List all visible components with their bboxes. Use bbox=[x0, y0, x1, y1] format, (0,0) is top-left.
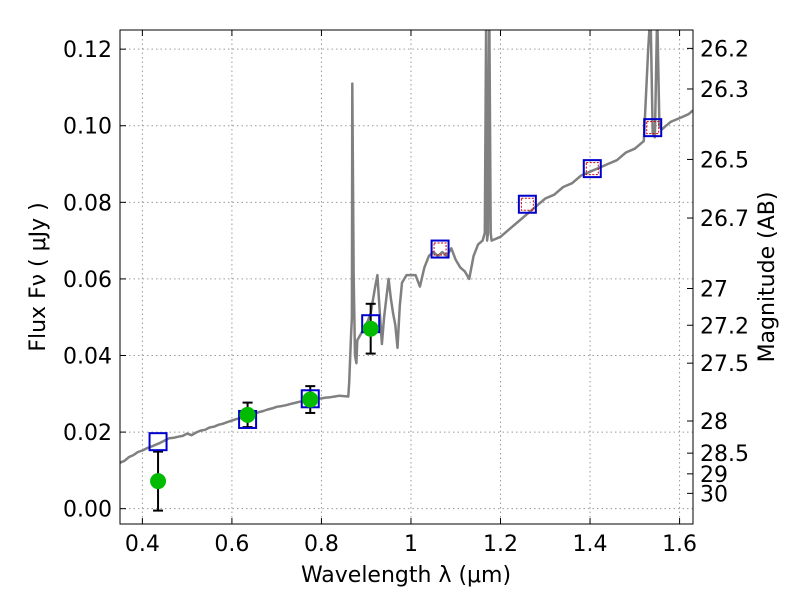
model-photometry-marker bbox=[517, 194, 537, 214]
y-tick-label: 0.10 bbox=[63, 115, 112, 140]
y-tick-label: 0.06 bbox=[63, 268, 112, 293]
y-tick-label: 0.02 bbox=[63, 421, 112, 446]
magnitude-tick-label: 29 bbox=[700, 463, 728, 488]
x-tick-label: 1.2 bbox=[483, 532, 518, 557]
magnitude-tick-label: 27.5 bbox=[700, 352, 749, 377]
x-tick-label: 0.8 bbox=[304, 532, 339, 557]
magnitude-tick-label: 26.5 bbox=[700, 148, 749, 173]
observed-flux-point bbox=[239, 406, 256, 423]
magnitude-tick-label: 27.2 bbox=[700, 314, 749, 339]
y-axis-label: Flux Fν ( μJy ) bbox=[26, 202, 51, 351]
magnitude-tick-label: 28 bbox=[700, 410, 728, 435]
y-tick-label: 0.12 bbox=[63, 38, 112, 63]
model-photometry-marker bbox=[430, 239, 450, 259]
observed-flux-point bbox=[150, 473, 167, 490]
y-tick-label: 0.00 bbox=[63, 498, 112, 523]
x-tick-label: 0.4 bbox=[125, 532, 160, 557]
y2-axis-label: Magnitude (AB) bbox=[755, 192, 780, 363]
y-tick-label: 0.04 bbox=[63, 345, 112, 370]
tick-labels: 0.4 0.6 0.8 1 1.2 1.4 1.6 0.00 0.02 0.04 0.06 0.08 0… bbox=[63, 37, 749, 557]
model-spectrum-line bbox=[120, 30, 693, 464]
magnitude-tick-label: 26.3 bbox=[700, 78, 749, 103]
plot-frame bbox=[119, 29, 694, 525]
upper-limit-marker bbox=[585, 162, 599, 176]
x-tick-label: 0.6 bbox=[214, 532, 249, 557]
magnitude-tick-label: 26.7 bbox=[700, 207, 749, 232]
model-photometry-marker bbox=[582, 159, 602, 179]
magnitude-tick-label: 30 bbox=[700, 482, 728, 507]
ticks bbox=[120, 30, 693, 524]
x-tick-label: 1.6 bbox=[662, 532, 697, 557]
upper-limit-marker bbox=[433, 242, 447, 256]
magnitude-tick-label: 26.2 bbox=[700, 37, 749, 62]
model-photometry-marker bbox=[643, 118, 663, 138]
grid-lines bbox=[120, 30, 693, 524]
x-axis-label: Wavelength λ (μm) bbox=[301, 563, 511, 588]
y-tick-label: 0.08 bbox=[63, 191, 112, 216]
magnitude-tick-label: 28.5 bbox=[700, 442, 749, 467]
observed-flux-point bbox=[302, 391, 319, 408]
x-tick-label: 1.4 bbox=[573, 532, 608, 557]
observed-flux-point bbox=[362, 320, 379, 337]
x-tick-label: 1 bbox=[404, 532, 418, 557]
magnitude-tick-label: 27 bbox=[700, 277, 728, 302]
model-photometry-marker bbox=[148, 432, 168, 452]
upper-limit-marker bbox=[646, 121, 660, 135]
data-layer bbox=[120, 30, 693, 512]
upper-limit-marker bbox=[520, 197, 534, 211]
